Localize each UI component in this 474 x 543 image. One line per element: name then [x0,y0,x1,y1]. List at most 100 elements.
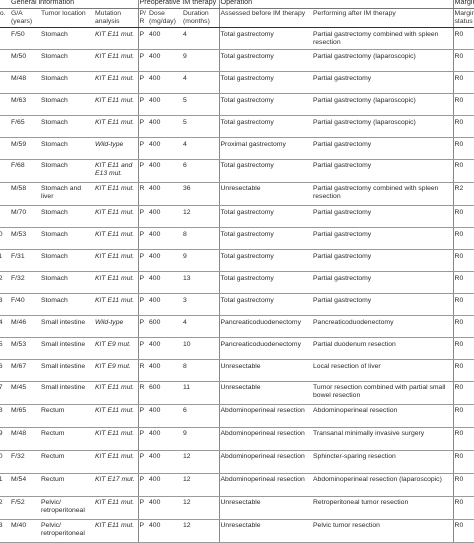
cell-mutation: KIT E11 mut. [94,519,139,543]
cell-no: 22 [0,496,10,521]
cell-performing: Sphincter-sparing resection [312,450,454,475]
cell-ga: M/58 [10,182,40,207]
cell-ga: M/70 [10,205,40,229]
cell-mutation: KIT E11 mut. [94,205,139,229]
cell-tumor: Small intestine [40,337,94,361]
cell-no: 21 [0,473,10,498]
cell-duration: 4 [182,137,220,161]
cell-assessed: Abdominoperineal resection [218,473,313,498]
cell-pr: P [137,49,149,73]
cell-assessed: Total gastrectomy [218,293,313,317]
cell-duration: 5 [182,115,220,139]
cell-duration: 12 [182,205,220,229]
cell-no: 15 [0,337,10,361]
cell-no: 20 [0,450,10,475]
cell-assessed: Unresectable [218,182,313,207]
cell-performing: Partial gastrectomy [312,293,454,317]
cell-dose: 400 [148,93,183,117]
col-header-duration: Duration (months) [182,8,220,29]
cell-mutation: KIT E11 mut. [94,293,139,317]
cell-performing: Partial gastrectomy combined with spleen… [312,27,454,51]
cell-duration: 12 [182,496,220,521]
cell-assessed: Total gastrectomy [218,115,313,139]
cell-pr: P [137,227,149,251]
cell-tumor: Rectum [40,450,94,475]
cell-tumor: Rectum [40,404,94,429]
cell-mutation: Wild-type [94,137,139,161]
cell-pr: P [137,473,149,498]
cell-pr: R [137,381,149,406]
cell-ga: F/65 [10,115,40,139]
cell-dose: 400 [148,293,183,317]
cell-performing: Partial duodenum resection [312,337,454,361]
cell-assessed: Pancreaticoduodenectomy [218,315,313,339]
cell-ga: M/48 [10,71,40,95]
cell-dose: 400 [148,337,183,361]
group-header-row: General information Preoperative IM ther… [0,0,474,9]
group-header-operation: Operation [218,0,454,9]
cell-mutation: KIT E11 mut. [94,496,139,521]
col-header-dose: Dose (mg/day) [148,8,183,29]
cell-assessed: Abdominoperineal resection [218,427,313,452]
cell-pr: P [137,496,149,521]
cell-performing: Partial gastrectomy [312,227,454,251]
cell-pr: P [137,293,149,317]
cell-margin: R0 [452,293,474,317]
cell-dose: 400 [148,71,183,95]
cell-dose: 400 [148,450,183,475]
cell-duration: 4 [182,315,220,339]
cell-pr: R [137,182,149,207]
cell-performing: Pancreaticoduodenectomy [312,315,454,339]
cell-pr: P [137,337,149,361]
cell-ga: F/32 [10,450,40,475]
cell-assessed: Abdominoperineal resection [218,450,313,475]
cell-mutation: KIT E11 mut. [94,93,139,117]
cell-ga: M/63 [10,93,40,117]
cell-dose: 400 [148,249,183,273]
cell-dose: 600 [148,315,183,339]
cell-tumor: Small intestine [40,315,94,339]
cell-pr: P [137,137,149,161]
cell-assessed: Total gastrectomy [218,93,313,117]
cell-no: 17 [0,381,10,406]
cell-margin: R0 [452,137,474,161]
cell-ga: M/53 [10,337,40,361]
cell-mutation: KIT E11 mut. [94,404,139,429]
cell-tumor: Stomach [40,27,94,51]
cell-assessed: Unresectable [218,519,313,543]
cell-dose: 400 [148,227,183,251]
cell-duration: 9 [182,427,220,452]
cell-tumor: Stomach [40,71,94,95]
cell-duration: 3 [182,293,220,317]
cell-margin: R0 [452,337,474,361]
cell-performing: Partial gastrectomy (laparoscopic) [312,49,454,73]
cell-pr: P [137,519,149,543]
cell-assessed: Proximal gastrectomy [218,137,313,161]
cell-dose: 400 [148,159,183,184]
cell-tumor: Rectum [40,473,94,498]
cell-tumor: Stomach and liver [40,182,94,207]
cell-performing: Partial gastrectomy [312,137,454,161]
group-header-blank [0,0,10,9]
cell-performing: Partial gastrectomy [312,71,454,95]
col-header-no: No. [0,8,10,29]
cell-duration: 10 [182,337,220,361]
cell-assessed: Total gastrectomy [218,159,313,184]
cell-performing: Local resection of liver [312,359,454,383]
col-header-ga: G/A (years) [10,8,40,29]
